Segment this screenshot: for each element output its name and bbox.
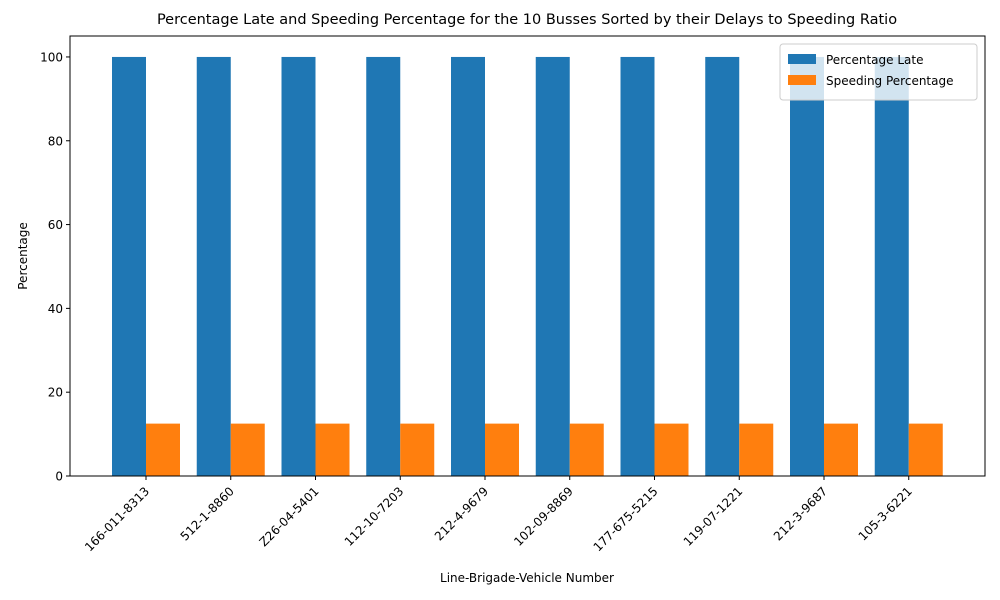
bar-speeding-percentage	[908, 423, 943, 476]
legend-label: Speeding Percentage	[826, 74, 954, 88]
bar-speeding-percentage	[569, 423, 604, 476]
bar-speeding-percentage	[400, 423, 435, 476]
bar-percentage-late	[535, 56, 570, 476]
bar-percentage-late	[366, 56, 401, 476]
legend-label: Percentage Late	[826, 53, 923, 67]
y-axis-label: Percentage	[16, 222, 30, 290]
y-tick-label: 80	[48, 134, 63, 148]
bar-percentage-late	[874, 56, 909, 476]
y-axis: 0 20 40 60 80 100	[40, 50, 70, 484]
legend-box	[779, 43, 978, 101]
bar-percentage-late	[705, 56, 740, 476]
y-tick-label: 40	[48, 302, 63, 316]
bar-percentage-late	[112, 56, 146, 476]
bar-speeding-percentage	[485, 423, 519, 476]
bar-speeding-percentage	[739, 423, 774, 476]
bar-percentage-late	[451, 56, 485, 476]
bar-percentage-late	[281, 56, 316, 476]
x-axis-label: Line-Brigade-Vehicle Number	[440, 571, 614, 585]
y-tick-label: 20	[48, 386, 63, 400]
bar-speeding-percentage	[146, 423, 180, 476]
bars-group	[112, 56, 943, 476]
legend-swatch	[788, 75, 816, 85]
legend: Percentage Late Speeding Percentage	[779, 43, 978, 101]
plot-frame	[69, 35, 986, 477]
y-tick-label: 0	[55, 470, 63, 484]
y-tick-label: 60	[48, 218, 63, 232]
bar-speeding-percentage	[230, 423, 265, 476]
legend-swatch	[788, 54, 816, 64]
bar-speeding-percentage	[654, 423, 689, 476]
y-tick-label: 100	[40, 50, 63, 64]
chart-title: Percentage Late and Speeding Percentage …	[157, 12, 897, 28]
bar-percentage-late	[790, 56, 824, 476]
bar-speeding-percentage	[824, 423, 858, 476]
bar-percentage-late	[196, 56, 231, 476]
bar-percentage-late	[620, 56, 655, 476]
bar-speeding-percentage	[315, 423, 350, 476]
